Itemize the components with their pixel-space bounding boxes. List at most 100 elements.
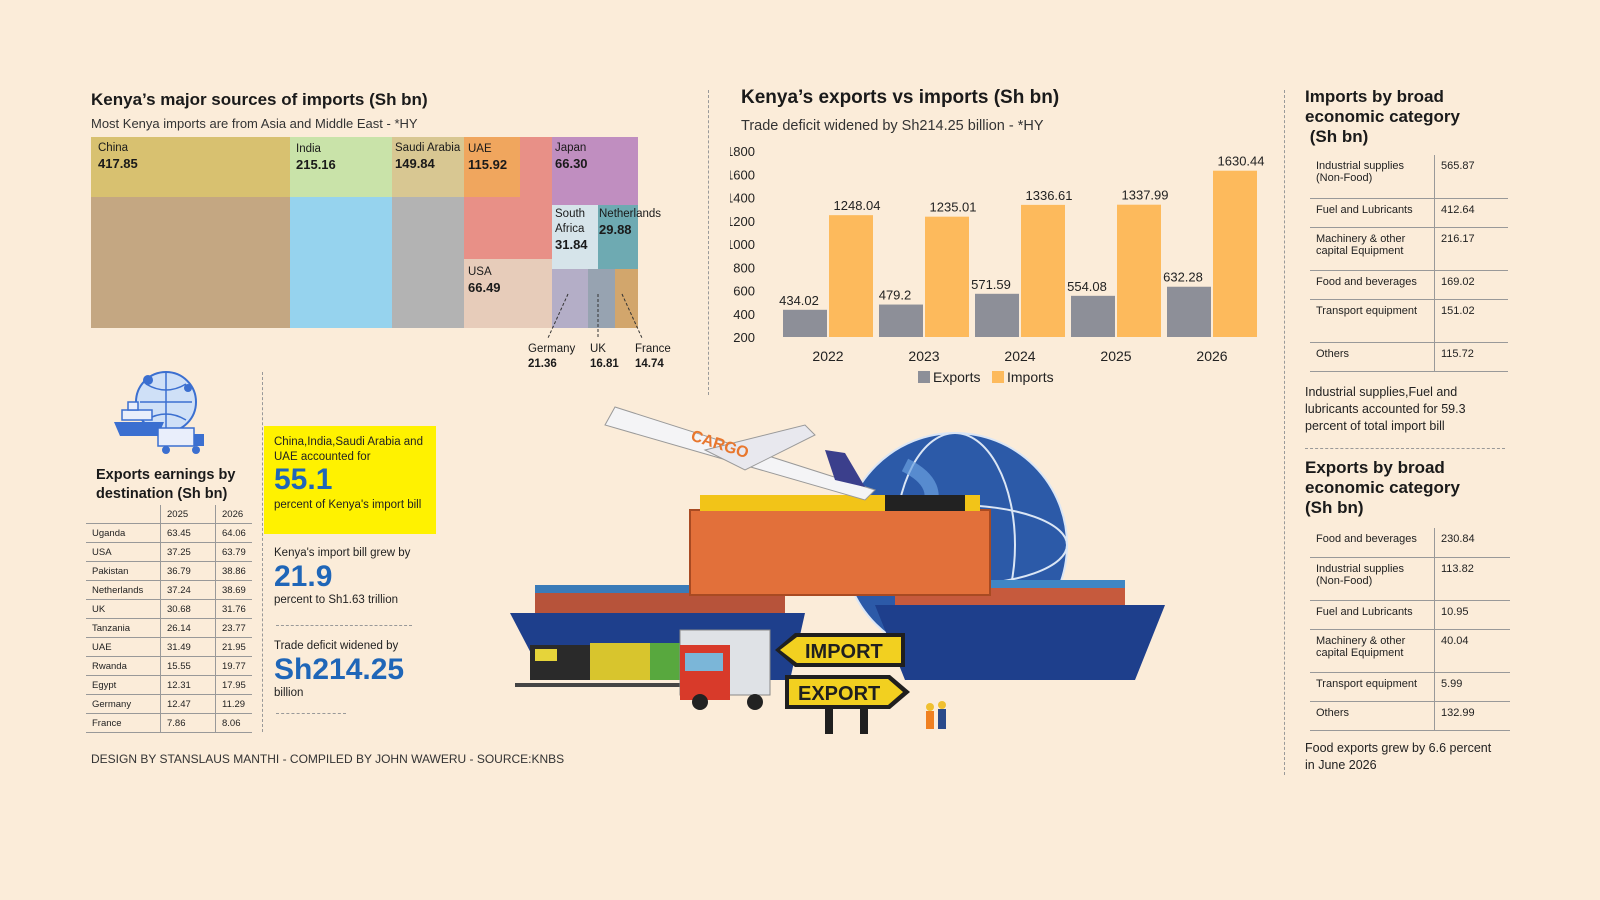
destinations-table: 2025 2026 Uganda 63.45 64.06 USA 37.25 63.79 P…: [86, 505, 252, 733]
table-row: Tanzania 26.14 23.77: [86, 618, 252, 638]
table-row: Machinery & other capital Equipment 216.1…: [1310, 227, 1508, 270]
table-row: UAE 31.49 21.95: [86, 637, 252, 657]
treemap-cell-netherlands: Netherlands 29.88: [598, 205, 661, 269]
table-row: Food and beverages 169.02: [1310, 270, 1508, 299]
imports-value-label: 1248.04: [834, 198, 881, 213]
destination-name: Tanzania: [86, 618, 161, 638]
table-row: Fuel and Lubricants 10.95: [1310, 600, 1510, 629]
destinations-title: Exports earnings by destination (Sh bn): [96, 467, 236, 502]
exports-category-title: Exports by broad economic category (Sh b…: [1305, 458, 1460, 517]
treemap-label: UAE: [468, 143, 492, 155]
legend-label-exports: Exports: [933, 369, 980, 385]
exports-bar: [783, 309, 827, 337]
table-row: Pakistan 36.79 38.86: [86, 561, 252, 581]
y-tick-label: 1000: [730, 237, 755, 252]
destination-value: 8.06: [215, 713, 252, 733]
y-tick-label: 800: [733, 260, 755, 275]
destination-name: Netherlands: [86, 580, 161, 600]
treemap-title: Kenya’s major sources of imports (Sh bn): [91, 90, 428, 109]
table-row: Germany 12.47 11.29: [86, 694, 252, 714]
treemap-cell-saudi-body: [392, 197, 464, 328]
y-tick-label: 1600: [730, 167, 755, 182]
treemap-cell-india: India 215.16: [290, 137, 392, 328]
treemap-cell-saudi-arabia: Saudi Arabia 149.84: [392, 137, 464, 328]
destination-value: 64.06: [215, 523, 252, 543]
table-row: Others 115.72: [1310, 342, 1508, 371]
treemap-value: 31.84: [555, 237, 588, 252]
export-sign-text: EXPORT: [798, 683, 880, 705]
imports-bar: [1021, 204, 1065, 337]
x-tick-label: 2023: [908, 348, 939, 364]
global-trade-icon: [114, 371, 204, 454]
imports-value-label: 1337.99: [1122, 188, 1169, 203]
cargo-plane-icon: CARGO: [604, 406, 876, 501]
table-row: Food and beverages 230.84: [1310, 528, 1510, 557]
treemap-cell-china-top: [91, 137, 290, 197]
destination-value: 19.77: [215, 656, 252, 676]
destination-value: 12.31: [160, 675, 216, 695]
y-tick-label: 200: [733, 330, 755, 345]
treemap-value: 417.85: [98, 156, 138, 171]
treemap-cell-china-body: [91, 197, 290, 328]
imports-bar: [925, 216, 969, 337]
treemap-cell-saudi-top: [392, 137, 464, 197]
treemap-value: 66.49: [468, 280, 501, 295]
x-tick-label: 2025: [1100, 348, 1131, 364]
table-row: Industrial supplies (Non-Food) 565.87: [1310, 155, 1508, 198]
treemap-cell-india-top: [290, 137, 392, 197]
exports-category-note: Food exports grew by 6.6 percent in June…: [1305, 741, 1492, 772]
table-row: Egypt 12.31 17.95: [86, 675, 252, 695]
destination-value: 21.95: [215, 637, 252, 657]
destination-name: France: [86, 713, 161, 733]
destination-value: 37.24: [160, 580, 216, 600]
destination-value: 23.77: [215, 618, 252, 638]
destination-name: UAE: [86, 637, 161, 657]
table-row: Netherlands 37.24 38.69: [86, 580, 252, 600]
exports-value-label: 434.02: [779, 293, 819, 308]
imports-bar: [829, 215, 873, 337]
highlight-big-number: 55.1: [274, 463, 333, 496]
exports-value-label: 479.2: [879, 288, 912, 303]
table-row: Transport equipment 5.99: [1310, 672, 1510, 701]
destination-value: 30.68: [160, 599, 216, 619]
treemap-value: 215.16: [296, 157, 336, 172]
table-row: Rwanda 15.55 19.77: [86, 656, 252, 676]
treemap-cell-india-body: [290, 197, 392, 328]
table-row: Uganda 63.45 64.06: [86, 523, 252, 543]
divider-vertical-3: [262, 372, 263, 732]
treemap-cell-japan: Japan 66.30: [552, 137, 638, 205]
legend-label-imports: Imports: [1007, 369, 1054, 385]
chart-title: Kenya’s exports vs imports (Sh bn): [741, 87, 1060, 108]
highlight-box: China,India,Saudi Arabia and UAE account…: [264, 426, 436, 534]
table-row: Machinery & other capital Equipment 40.04: [1310, 629, 1510, 672]
treemap-label: Saudi Arabia: [395, 142, 461, 154]
divider-stat: [276, 625, 412, 626]
shipping-container-icon: [689, 495, 991, 596]
destination-value: 31.49: [160, 637, 216, 657]
destination-name: Egypt: [86, 675, 161, 695]
table-row: Others 132.99: [1310, 701, 1510, 730]
stat-big-number: Sh214.25: [274, 653, 405, 686]
destination-value: 7.86: [160, 713, 216, 733]
treemap-cell-uae: UAE 115.92: [464, 137, 552, 259]
destination-name: Rwanda: [86, 656, 161, 676]
import-sign-icon: IMPORT: [775, 633, 905, 667]
treemap-cell-uae-top: [464, 137, 520, 197]
exports-bar: [1167, 286, 1211, 337]
table-row: France 7.86 8.06: [86, 713, 252, 733]
treemap-cell-usa: USA 66.49: [464, 259, 552, 328]
destination-value: 26.14: [160, 618, 216, 638]
destination-value: 38.69: [215, 580, 252, 600]
destination-name: Pakistan: [86, 561, 161, 581]
destination-name: USA: [86, 542, 161, 562]
divider-vertical-2: [1284, 90, 1285, 775]
table-row: UK 30.68 31.76: [86, 599, 252, 619]
chart-subtitle: Trade deficit widened by Sh214.25 billio…: [741, 118, 1044, 134]
destination-name: Germany: [86, 694, 161, 714]
exports-value-label: 554.08: [1067, 279, 1107, 294]
imports-category-title: Imports by broad economic category (Sh b…: [1305, 87, 1460, 146]
imports-value-label: 1235.01: [930, 200, 977, 215]
workers-icon: [926, 701, 946, 729]
treemap-callout-uk: UK 16.81: [590, 343, 619, 370]
destination-value: 12.47: [160, 694, 216, 714]
